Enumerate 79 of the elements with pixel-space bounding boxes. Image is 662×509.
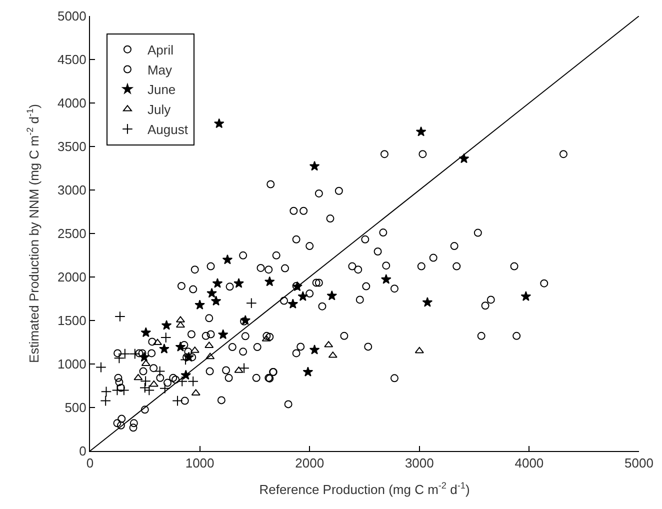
x-tick-label: 5000 (624, 456, 654, 471)
point (206, 288, 217, 298)
point (149, 380, 158, 387)
point (140, 376, 151, 387)
point (246, 298, 257, 308)
point (206, 352, 215, 360)
point (100, 386, 112, 398)
y-tick-label: 3000 (57, 182, 86, 198)
y-tick-label: 1500 (57, 313, 86, 328)
point (212, 278, 223, 288)
point (118, 414, 126, 423)
x-axis-title: Reference Production (mg C m$^{-2}$ d$^{-1}$) (259, 480, 470, 498)
point (160, 332, 172, 343)
point (326, 290, 338, 300)
point (414, 346, 424, 354)
y-tick-label: 1000 (57, 356, 86, 372)
point (120, 348, 130, 360)
point (380, 274, 392, 284)
point (240, 315, 251, 325)
legend-label: April (147, 42, 174, 58)
point (176, 321, 186, 328)
point (520, 291, 532, 301)
point (159, 344, 170, 354)
point (154, 366, 166, 377)
point (218, 329, 228, 340)
point (113, 419, 122, 428)
point (175, 342, 186, 352)
point (129, 424, 138, 432)
point (130, 419, 138, 428)
point (161, 320, 172, 330)
point (422, 297, 433, 307)
point (298, 291, 308, 301)
point (96, 362, 106, 373)
point (180, 354, 191, 366)
y-tick-label: 4500 (57, 52, 86, 68)
point (134, 374, 143, 380)
x-tick-label: 4000 (514, 456, 544, 471)
x-tick-label: 1000 (185, 456, 214, 471)
y-tick-label: 4000 (57, 96, 86, 111)
x-tick-label: 3000 (404, 456, 434, 471)
point (172, 395, 183, 406)
point (188, 376, 198, 387)
point (194, 300, 205, 310)
y-tick-label: 0 (79, 444, 86, 459)
point (302, 366, 314, 376)
point (210, 296, 222, 306)
point (309, 160, 320, 171)
point (152, 338, 162, 346)
legend-label: June (147, 82, 176, 98)
point (140, 327, 152, 338)
legend-label: August (147, 122, 188, 138)
legend-label: July (147, 102, 172, 118)
point (159, 382, 170, 394)
point (222, 254, 233, 264)
point (176, 376, 188, 387)
point (238, 362, 250, 374)
point (264, 276, 275, 286)
point (118, 384, 130, 396)
legend-label: May (147, 62, 173, 78)
y-tick-label: 2000 (57, 270, 86, 285)
y-tick-label: 3500 (57, 139, 86, 154)
point (100, 395, 111, 406)
point (140, 406, 149, 414)
y-tick-label: 500 (64, 400, 86, 416)
point (114, 352, 125, 364)
point (234, 278, 244, 288)
point (139, 352, 150, 362)
point (458, 153, 470, 164)
point (416, 126, 426, 136)
point (288, 298, 298, 309)
x-tick-label: 2000 (295, 456, 324, 471)
point (130, 348, 140, 360)
point (309, 344, 320, 354)
y-tick-label: 5000 (57, 8, 86, 24)
point (144, 384, 155, 396)
point (114, 311, 126, 322)
point (116, 421, 125, 430)
point (214, 118, 224, 128)
y-tick-label: 2500 (57, 226, 86, 242)
